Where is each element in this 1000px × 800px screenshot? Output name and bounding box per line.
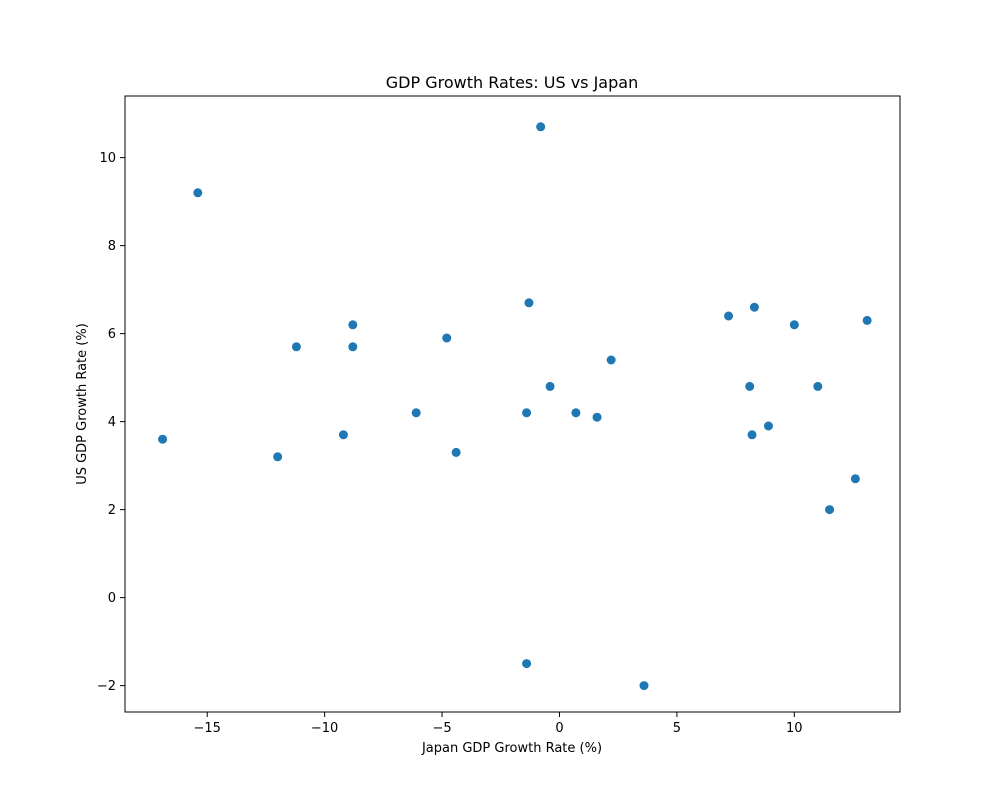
x-tick-label: −5 <box>432 721 451 736</box>
data-point <box>639 681 649 691</box>
data-point <box>825 505 835 515</box>
x-axis: −15 −10 −5 0 5 10 <box>193 712 803 736</box>
data-point <box>193 188 203 198</box>
data-point <box>348 342 358 352</box>
data-point <box>592 412 602 422</box>
data-point <box>273 452 283 462</box>
data-point <box>524 298 534 308</box>
y-tick-label: 8 <box>108 239 116 254</box>
data-point <box>536 122 546 132</box>
data-point <box>745 381 755 391</box>
data-point <box>813 381 823 391</box>
data-point <box>789 320 799 330</box>
x-tick-label: −10 <box>311 721 338 736</box>
data-point <box>158 434 168 444</box>
points-layer <box>158 122 872 691</box>
data-point <box>862 315 872 325</box>
data-point <box>850 474 860 484</box>
y-axis: −2 0 2 4 6 8 10 <box>97 151 125 694</box>
y-tick-label: 6 <box>108 327 116 342</box>
y-axis-label: US GDP Growth Rate (%) <box>75 323 90 485</box>
data-point <box>338 430 348 440</box>
y-tick-label: 4 <box>108 415 116 430</box>
data-point <box>571 408 581 418</box>
data-point <box>724 311 734 321</box>
data-point <box>545 381 555 391</box>
y-tick-label: 2 <box>108 503 116 518</box>
x-tick-label: −15 <box>193 721 220 736</box>
x-tick-label: 10 <box>786 721 803 736</box>
data-point <box>451 447 461 457</box>
x-tick-label: 0 <box>555 721 563 736</box>
y-tick-label: −2 <box>97 679 116 694</box>
data-point <box>522 659 532 669</box>
plot-frame <box>124 95 901 713</box>
x-tick-label: 5 <box>673 721 681 736</box>
data-point <box>763 421 773 431</box>
y-tick-label: 10 <box>99 151 116 166</box>
y-tick-label: 0 <box>108 591 116 606</box>
data-point <box>411 408 421 418</box>
data-point <box>747 430 757 440</box>
data-point <box>348 320 358 330</box>
x-axis-label: Japan GDP Growth Rate (%) <box>421 741 602 756</box>
data-point <box>442 333 452 343</box>
data-point <box>522 408 532 418</box>
data-point <box>749 302 759 312</box>
chart-title: GDP Growth Rates: US vs Japan <box>386 73 638 92</box>
data-point <box>606 355 616 365</box>
data-point <box>291 342 301 352</box>
